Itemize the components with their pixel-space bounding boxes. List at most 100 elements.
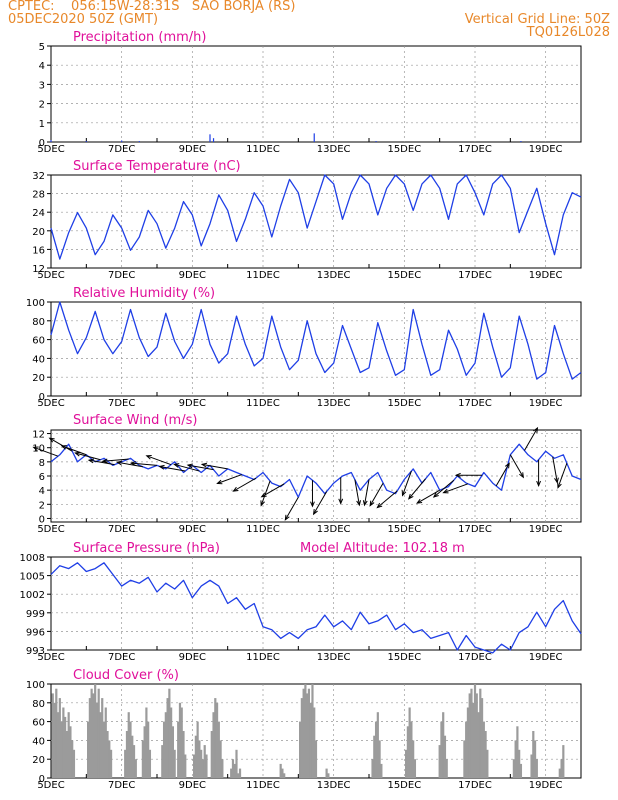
panel-3-ytick-label: 2	[39, 500, 45, 511]
panel-5-bar	[217, 721, 220, 778]
panel-1-xtick-label: 15DEC	[387, 270, 421, 281]
wind-vector-head	[536, 480, 542, 488]
panel-0-ytick-label: 0	[39, 138, 45, 149]
panel-5-xtick-label: 19DEC	[529, 780, 563, 791]
panel-2-ytick-label: 0	[39, 392, 45, 403]
panel-5-bar	[406, 726, 409, 778]
panel-5-title: Cloud Cover (%)	[73, 668, 179, 683]
panel-5-bar	[306, 693, 309, 778]
panel-2-ytick-label: 60	[32, 336, 45, 347]
wind-vector	[369, 482, 384, 506]
wind-vector	[524, 427, 538, 451]
panel-5-bar	[304, 684, 307, 778]
panel-0-bar	[209, 134, 211, 142]
panel-5-bar	[109, 749, 113, 778]
panel-5-bar	[129, 721, 132, 778]
wind-vector-head	[173, 463, 180, 468]
panel-2-xtick-label: 19DEC	[529, 398, 563, 409]
panel-0-bar	[85, 141, 87, 142]
panel-0-xtick-label: 17DEC	[458, 144, 492, 155]
panel-5-bar	[62, 707, 65, 778]
wind-vector	[377, 490, 398, 508]
panel-1-ytick-label: 12	[32, 264, 45, 275]
wind-vector	[75, 452, 101, 461]
wind-vector-head	[74, 451, 81, 457]
panel-5-bar	[168, 688, 171, 778]
panel-5-bar	[58, 698, 61, 778]
panel-5-bar	[205, 754, 208, 778]
panel-5-bar	[438, 745, 441, 778]
panel-5-ytick-label: 80	[32, 699, 45, 710]
panel-5-bar	[127, 712, 130, 778]
panel-3-xtick-label: 19DEC	[529, 524, 563, 535]
panel-0-title: Precipitation (mm/h)	[73, 30, 206, 45]
wind-vector	[187, 464, 214, 471]
panel-5-bar	[325, 768, 328, 778]
wind-vector	[495, 463, 510, 487]
wind-vector	[402, 470, 412, 496]
panel-0-ytick-label: 4	[39, 61, 45, 72]
panel-4-xtick-label: 11DEC	[246, 652, 280, 663]
panel-5-bar	[479, 688, 482, 778]
panel-5-bar	[482, 721, 485, 778]
panel-5-bar	[101, 698, 104, 778]
wind-vector-head	[232, 486, 239, 492]
panel-5-bar	[178, 702, 182, 778]
panel-5-ytick-label: 0	[39, 774, 45, 785]
wind-vector-head	[376, 502, 383, 509]
panel-5-bar	[463, 740, 466, 778]
panel-2-xtick-label: 17DEC	[458, 398, 492, 409]
panel-5-ytick-label: 100	[26, 680, 45, 691]
panel-5-bar	[56, 712, 60, 778]
wind-vector	[217, 474, 242, 484]
wind-vector	[49, 437, 73, 452]
wind-vector-head	[216, 479, 223, 485]
wind-vector-head	[416, 498, 423, 504]
panel-5-bar	[141, 740, 144, 778]
panel-5-bar	[466, 707, 470, 778]
panel-5-bar	[177, 721, 180, 778]
wind-vector	[233, 477, 257, 492]
panel-5-bar	[125, 731, 129, 778]
panel-4-xtick-label: 5DEC	[37, 652, 64, 663]
panel-5-bar	[214, 698, 217, 778]
panel-0-frame	[50, 45, 582, 143]
panel-5-xtick-label: 15DEC	[387, 780, 421, 791]
wind-vector	[443, 483, 469, 494]
panel-5-bar	[212, 712, 215, 778]
panel-0-xtick-label: 11DEC	[246, 144, 280, 155]
panel-5-ytick-label: 40	[32, 736, 45, 747]
panel-4-ytick-label: 1002	[20, 590, 45, 601]
wind-vector-head	[158, 464, 165, 470]
panel-3-xtick-label: 15DEC	[387, 524, 421, 535]
panel-5-bar	[162, 721, 166, 778]
wind-vector-head	[87, 458, 94, 464]
panel-5-bar	[203, 745, 206, 778]
panel-2-xtick-label: 15DEC	[387, 398, 421, 409]
wind-vector-head	[533, 426, 539, 434]
panel-1-frame	[50, 174, 582, 269]
panel-5-bar	[376, 712, 379, 778]
wind-vector-head	[369, 500, 375, 507]
panel-4-xtick-label: 17DEC	[458, 652, 492, 663]
panel-5-bar	[198, 740, 201, 778]
panel-1-ytick-label: 32	[32, 171, 45, 182]
panel-5-bar	[311, 684, 314, 778]
panel-5-bar	[408, 707, 411, 778]
panel-5-bar	[210, 731, 213, 778]
panel-5-bar	[72, 749, 76, 778]
panel-5-bar	[196, 721, 199, 778]
panel-5-bar	[173, 749, 176, 778]
panel-5-bar	[171, 726, 174, 778]
panel-5-xtick-label: 17DEC	[458, 780, 492, 791]
panel-5-bar	[143, 726, 146, 778]
panel-5-bar	[148, 749, 152, 778]
panel-5-bar	[473, 684, 477, 778]
panel-5-xtick-label: 7DEC	[108, 780, 135, 791]
panel-5-bar	[314, 740, 318, 778]
panel-5-bar	[562, 745, 565, 778]
wind-vector	[102, 458, 129, 462]
panel-5-bar	[55, 688, 58, 778]
panel-0-bar	[212, 138, 215, 142]
